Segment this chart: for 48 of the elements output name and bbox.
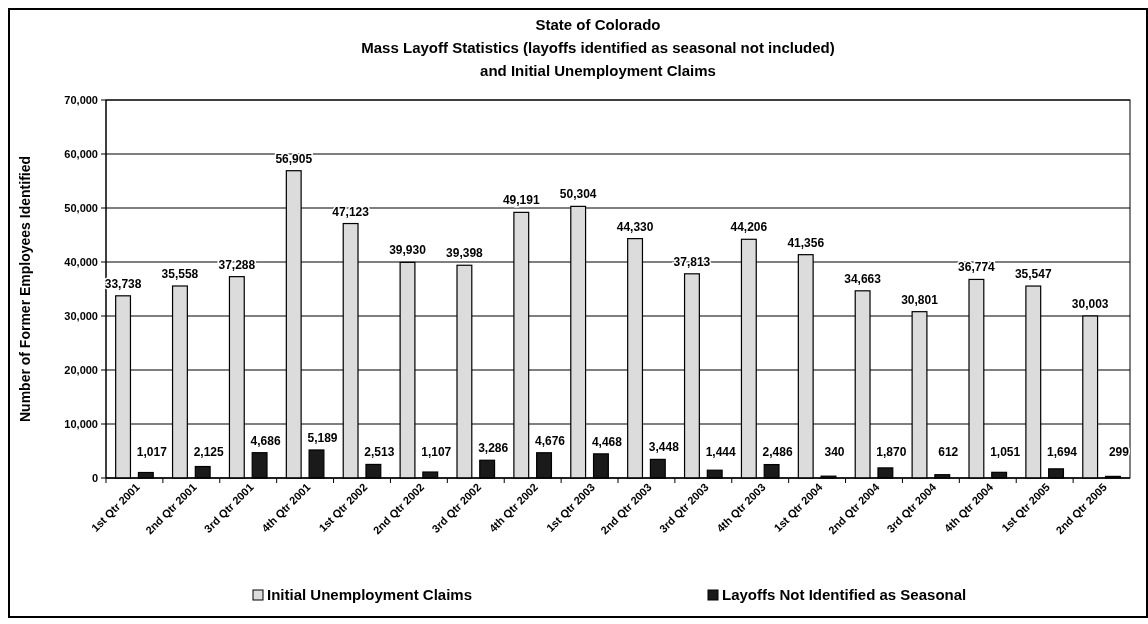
data-label: 35,547 [1014,267,1052,282]
y-tick-label: 60,000 [64,147,98,160]
data-label: 50,304 [559,187,597,202]
data-label: 1,870 [876,445,907,459]
legend-label: Initial Unemployment Claims [267,586,473,603]
data-label: 340 [824,445,845,459]
data-label: 47,123 [332,204,370,219]
data-label: 41,356 [787,235,825,250]
data-label: 39,930 [389,243,427,258]
data-label: 1,107 [421,445,452,459]
chart-title: State of Colorado [535,16,661,33]
data-label: 4,686 [250,433,281,448]
y-axis-title: Number of Former Employees Identified [17,155,33,423]
data-label: 2,486 [762,445,793,459]
data-label: 34,663 [844,271,882,286]
data-label: 4,676 [535,433,566,448]
data-label: 35,558 [161,266,199,281]
data-label: 2,513 [364,445,395,459]
data-label: 39,398 [446,246,484,261]
data-label: 612 [938,445,959,459]
y-tick-label: 40,000 [64,255,98,268]
data-label: 30,003 [1071,296,1109,311]
data-label: 3,286 [478,441,509,456]
data-label: 3,448 [648,440,680,455]
data-label: 37,288 [218,257,256,272]
y-tick-label: 50,000 [64,201,98,214]
data-label: 1,051 [990,445,1021,459]
data-label: 4,468 [591,434,623,449]
data-label: 2,125 [193,445,225,459]
data-label: 44,206 [730,220,768,235]
y-tick-label: 70,000 [64,93,98,106]
data-label: 36,774 [958,260,996,275]
data-label: 37,813 [673,254,711,269]
y-tick-label: 20,000 [64,363,98,376]
data-label: 44,330 [616,219,654,234]
data-label: 299 [1108,445,1130,459]
chart-subtitle: Mass Layoff Statistics (layoffs identified as seasonal not included) and Initial Unemployment Claims [361,39,835,79]
data-label: 30,801 [901,292,939,307]
data-label: 49,191 [502,193,540,208]
data-label: 1,444 [705,445,737,459]
data-label: 1,694 [1047,445,1078,459]
y-tick-label: 10,000 [64,417,98,430]
data-label: 5,189 [307,430,338,445]
y-tick-label: 30,000 [64,309,98,322]
y-tick-label: 0 [91,471,98,484]
legend-label: Layoffs Not Identified as Seasonal [722,586,967,603]
data-label: 1,017 [136,445,168,459]
data-label: 56,905 [275,151,313,166]
